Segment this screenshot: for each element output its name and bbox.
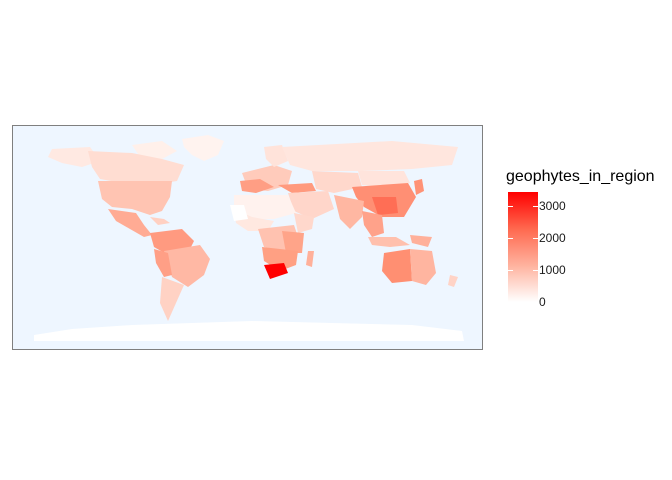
legend-tick-mark <box>533 270 538 272</box>
region-n-africa <box>234 195 296 219</box>
legend-tick-label: 3000 <box>539 199 566 214</box>
region-new-zealand <box>448 275 458 287</box>
legend-tick-mark <box>508 270 513 272</box>
legend-tick-mark <box>508 206 513 208</box>
region-antarctica <box>34 321 464 341</box>
region-mexico <box>108 209 152 237</box>
region-s-china <box>372 197 398 215</box>
region-alaska <box>48 147 100 167</box>
region-madagascar <box>306 251 314 267</box>
legend-tick-mark <box>508 302 513 303</box>
legend-tick-mark <box>508 238 513 240</box>
colorbar <box>508 192 538 302</box>
region-canada <box>88 151 184 185</box>
legend-tick-label: 0 <box>539 295 546 309</box>
region-brazil <box>164 245 210 287</box>
region-central-asia <box>312 171 362 193</box>
region-middle-east <box>288 191 334 219</box>
legend-title: geophytes_in_region <box>506 168 655 185</box>
legend-tick-mark <box>533 206 538 208</box>
region-mongolia <box>358 171 410 187</box>
region-arctic-canada <box>132 141 177 159</box>
region-russia <box>282 141 458 171</box>
region-w-africa-coast <box>230 205 248 221</box>
legend-tick-mark <box>533 238 538 240</box>
region-india <box>334 195 364 229</box>
world-map <box>12 125 483 350</box>
legend-tick-label: 1000 <box>539 263 566 278</box>
region-usa <box>98 181 172 215</box>
region-caribbean <box>150 217 170 225</box>
region-peru <box>154 249 172 277</box>
region-japan <box>414 179 424 195</box>
region-indonesia <box>368 237 410 247</box>
region-se-asia <box>362 211 384 237</box>
legend: geophytes_in_region 3000 2000 1000 0 <box>506 168 666 318</box>
region-mediterranean <box>240 179 274 193</box>
region-scandinavia <box>264 145 288 167</box>
region-horn <box>294 213 314 233</box>
region-e-africa <box>282 231 304 253</box>
legend-tick-label: 2000 <box>539 231 566 246</box>
region-cape <box>264 263 288 279</box>
region-w-australia <box>382 249 412 283</box>
region-e-australia <box>410 249 436 285</box>
region-turkey <box>278 183 316 193</box>
region-southern-cone <box>160 277 184 321</box>
legend-tick-mark <box>533 302 538 303</box>
region-greenland <box>182 135 224 161</box>
region-new-guinea <box>410 235 432 247</box>
